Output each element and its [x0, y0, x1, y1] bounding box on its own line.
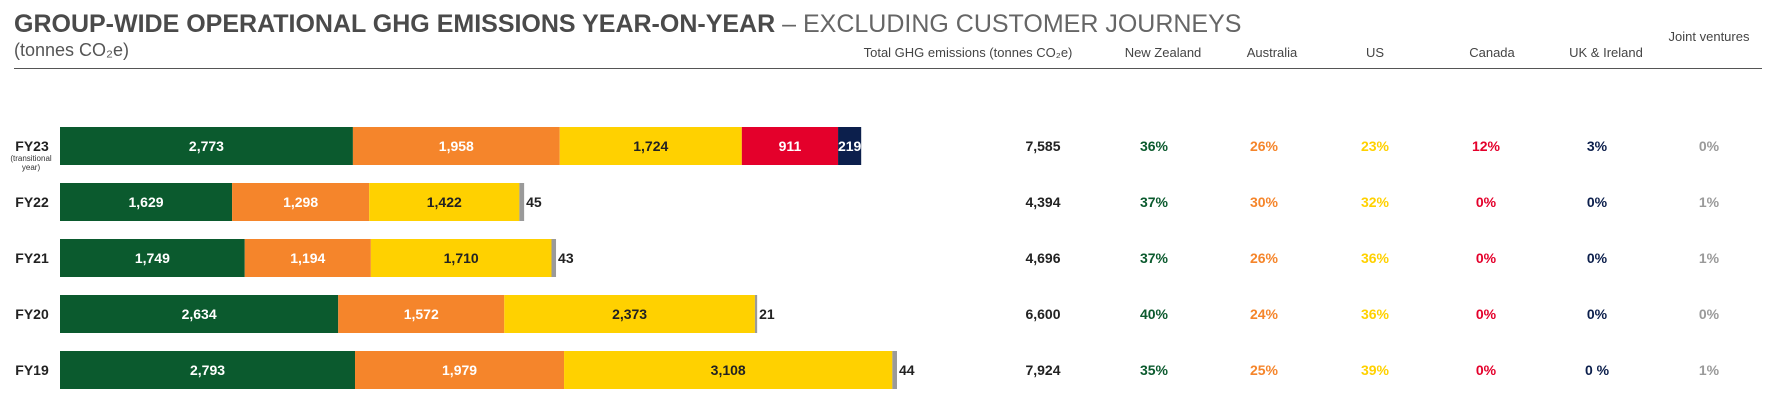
- bar-segment-fy20-us: [504, 295, 755, 333]
- data-label-fy19-au: 1,979: [442, 362, 477, 378]
- bar-segment-fy23-us: [559, 127, 742, 165]
- bar-segment-fy21-au: [244, 239, 371, 277]
- pct-nz-fy19: 35%: [1140, 362, 1169, 378]
- chart-title-light: – EXCLUDING CUSTOMER JOURNEYS: [775, 10, 1242, 38]
- pct-uk-fy19: 0 %: [1585, 362, 1610, 378]
- bar-segment-fy22-us: [369, 183, 520, 221]
- row-note-fy23: (transitional: [10, 154, 52, 163]
- bar-segment-fy23-au: [352, 127, 560, 165]
- header-rule: [14, 68, 1762, 69]
- pct-au-fy21: 26%: [1250, 250, 1279, 266]
- chart-subtitle: (tonnes CO₂e): [14, 40, 130, 60]
- row-label-fy21: FY21: [15, 250, 49, 266]
- pct-jv-fy23: 0%: [1699, 138, 1720, 154]
- bar-segment-fy23-uk: [838, 127, 862, 165]
- data-label-fy19-us: 3,108: [711, 362, 746, 378]
- pct-uk-fy23: 3%: [1587, 138, 1608, 154]
- data-label-fy23-uk: 219: [838, 138, 862, 154]
- total-fy20: 6,600: [1025, 306, 1060, 322]
- column-header-total: Total GHG emissions (tonnes CO₂e): [863, 45, 1073, 60]
- data-label-fy22-au: 1,298: [283, 194, 318, 210]
- pct-ca-fy19: 0%: [1476, 362, 1497, 378]
- column-header-canada: Canada: [1469, 45, 1515, 60]
- row-label-fy22: FY22: [15, 194, 49, 210]
- pct-nz-fy21: 37%: [1140, 250, 1169, 266]
- pct-us-fy20: 36%: [1361, 306, 1390, 322]
- bar-segment-fy20-au: [338, 295, 505, 333]
- data-label-fy22-jv: 45: [526, 194, 542, 210]
- data-label-fy21-nz: 1,749: [135, 250, 170, 266]
- data-label-fy20-nz: 2,634: [182, 306, 217, 322]
- data-label-fy19-nz: 2,793: [190, 362, 225, 378]
- pct-au-fy22: 30%: [1250, 194, 1279, 210]
- bar-segment-fy20-jv: [754, 295, 758, 333]
- data-label-fy23-us: 1,724: [633, 138, 668, 154]
- pct-jv-fy21: 1%: [1699, 250, 1720, 266]
- pct-uk-fy21: 0%: [1587, 250, 1608, 266]
- pct-ca-fy22: 0%: [1476, 194, 1497, 210]
- data-label-fy20-jv: 21: [759, 306, 775, 322]
- data-label-fy23-ca: 911: [779, 138, 802, 154]
- data-label-fy21-us: 1,710: [444, 250, 479, 266]
- bar-segment-fy21-us: [370, 239, 552, 277]
- pct-us-fy22: 32%: [1361, 194, 1390, 210]
- data-label-fy22-us: 1,422: [427, 194, 462, 210]
- bar-segment-fy22-jv: [519, 183, 525, 221]
- pct-uk-fy20: 0%: [1587, 306, 1608, 322]
- pct-us-fy19: 39%: [1361, 362, 1390, 378]
- total-fy21: 4,696: [1025, 250, 1060, 266]
- pct-au-fy20: 24%: [1250, 306, 1279, 322]
- bar-segment-fy19-jv: [892, 351, 897, 389]
- column-header-australia: Australia: [1246, 45, 1298, 60]
- bar-segment-fy23-nz: [60, 127, 353, 165]
- bar-segment-fy19-au: [355, 351, 565, 389]
- pct-nz-fy22: 37%: [1140, 194, 1169, 210]
- pct-au-fy23: 26%: [1250, 138, 1279, 154]
- total-fy22: 4,394: [1025, 194, 1060, 210]
- data-label-fy20-us: 2,373: [612, 306, 647, 322]
- data-label-fy21-jv: 43: [558, 250, 574, 266]
- bar-segment-fy19-nz: [60, 351, 356, 389]
- bar-segment-fy22-nz: [60, 183, 233, 221]
- row-label-fy20: FY20: [15, 306, 49, 322]
- bar-segment-fy23-ca: [741, 127, 839, 165]
- pct-ca-fy20: 0%: [1476, 306, 1497, 322]
- pct-nz-fy20: 40%: [1140, 306, 1169, 322]
- data-label-fy20-au: 1,572: [404, 306, 439, 322]
- pct-ca-fy23: 12%: [1472, 138, 1501, 154]
- data-label-fy21-au: 1,194: [290, 250, 325, 266]
- total-fy23: 7,585: [1025, 138, 1060, 154]
- bar-segment-fy21-nz: [60, 239, 245, 277]
- pct-uk-fy22: 0%: [1587, 194, 1608, 210]
- column-header-us: US: [1365, 45, 1385, 60]
- total-fy19: 7,924: [1025, 362, 1060, 378]
- data-label-fy23-au: 1,958: [439, 138, 474, 154]
- row-label-fy19: FY19: [15, 362, 49, 378]
- pct-nz-fy23: 36%: [1140, 138, 1169, 154]
- column-header-uk-ireland: UK & Ireland: [1569, 45, 1643, 60]
- chart-title: GROUP-WIDE OPERATIONAL GHG EMISSIONS YEA…: [14, 10, 1241, 39]
- pct-us-fy23: 23%: [1361, 138, 1390, 154]
- pct-au-fy19: 25%: [1250, 362, 1279, 378]
- bar-segment-fy21-jv: [551, 239, 557, 277]
- bar-segment-fy22-au: [232, 183, 370, 221]
- pct-us-fy21: 36%: [1361, 250, 1390, 266]
- pct-jv-fy19: 1%: [1699, 362, 1720, 378]
- row-label-fy23: FY23: [15, 138, 49, 154]
- data-label-fy19-jv: 44: [899, 362, 915, 378]
- column-header-joint-ventures: Joint ventures: [1668, 29, 1750, 44]
- chart-title-bold: GROUP-WIDE OPERATIONAL GHG EMISSIONS YEA…: [14, 10, 776, 38]
- column-header-new-zealand: New Zealand: [1124, 45, 1202, 60]
- data-label-fy22-nz: 1,629: [129, 194, 164, 210]
- pct-ca-fy21: 0%: [1476, 250, 1497, 266]
- bar-segment-fy20-nz: [60, 295, 339, 333]
- pct-jv-fy22: 1%: [1699, 194, 1720, 210]
- bar-segment-fy19-us: [564, 351, 893, 389]
- data-label-fy23-nz: 2,773: [189, 138, 224, 154]
- pct-jv-fy20: 0%: [1699, 306, 1720, 322]
- row-note-fy23: year): [22, 163, 41, 172]
